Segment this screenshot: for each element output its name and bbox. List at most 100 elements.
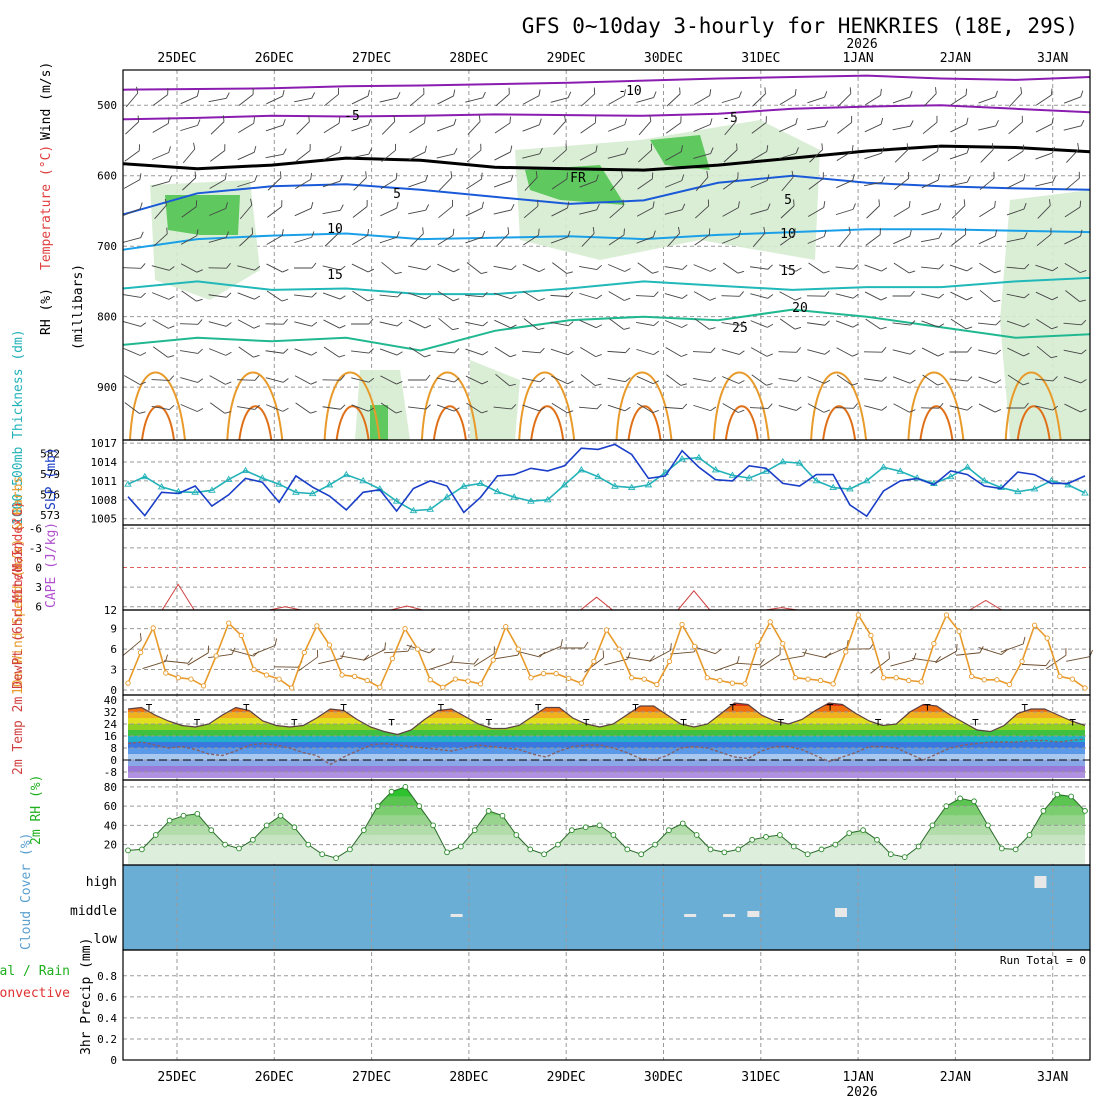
wind-barb-flag xyxy=(311,231,315,238)
wind-barb xyxy=(381,261,402,275)
wind-barb-flag xyxy=(452,199,453,207)
wind-barb-flag xyxy=(368,377,375,383)
wind-barb-shaft xyxy=(239,233,253,247)
wind-barb-shaft xyxy=(979,177,995,191)
wind-speed-point xyxy=(918,679,924,685)
wind-speed-line xyxy=(127,613,1086,690)
wind-barb-flag xyxy=(340,404,346,410)
rh-point xyxy=(666,827,672,834)
wind-barb xyxy=(609,199,624,219)
isotherm-line xyxy=(226,371,284,441)
wind-barb-shaft xyxy=(693,153,711,159)
wind-barb-shaft xyxy=(579,151,597,161)
wind-barb-shaft xyxy=(1035,152,1053,160)
wind-barb-shaft xyxy=(638,149,652,163)
wind-barb-shaft xyxy=(294,348,312,356)
wind-barb-shaft xyxy=(807,376,825,384)
wind-barb-flag xyxy=(1022,382,1030,386)
wind-speed-point xyxy=(301,649,307,656)
wind-barb-flag xyxy=(966,296,973,301)
wind-barb xyxy=(523,199,539,219)
isotherm-line xyxy=(335,405,370,441)
wind-barb xyxy=(722,262,745,274)
wind-barb xyxy=(494,346,517,358)
rh-point xyxy=(1040,808,1047,814)
rh-point xyxy=(471,827,478,834)
wind-barb-shaft xyxy=(864,123,882,133)
wind-barb-shaft xyxy=(665,320,682,328)
wind-barb xyxy=(550,348,574,356)
surface-wind-barb xyxy=(735,658,765,666)
wind-barb-shaft xyxy=(323,122,340,134)
surface-barb-flag xyxy=(602,650,605,658)
surface-barb-flag xyxy=(1001,649,1008,655)
wind-speed-point xyxy=(503,623,509,630)
isotherm-line xyxy=(822,405,857,441)
wind-barb xyxy=(495,227,510,247)
wind-speed-point xyxy=(817,677,824,684)
wind-barb-flag xyxy=(795,147,799,154)
wind-barb-shaft xyxy=(523,234,539,246)
surface-barb-flag xyxy=(1065,648,1067,656)
wind-barb-shaft xyxy=(836,347,853,357)
wind-barb-shaft xyxy=(550,236,569,244)
wind-barb xyxy=(351,263,375,273)
wind-barb xyxy=(122,263,146,269)
wind-barb xyxy=(1035,291,1059,301)
cloud-level-label: high xyxy=(86,875,117,890)
surface-wind-barb xyxy=(935,643,958,664)
rh-point xyxy=(901,854,908,860)
wind-barb-shaft xyxy=(239,204,253,220)
wind-barb xyxy=(692,347,716,353)
wind-barb-flag xyxy=(793,199,795,206)
isotherm-label: 10 xyxy=(780,227,796,242)
wind-speed-point xyxy=(276,676,282,682)
isotherm-line xyxy=(712,371,770,441)
wind-barb-flag xyxy=(481,410,488,414)
wind-barb-shaft xyxy=(978,349,996,355)
wind-barb-flag xyxy=(1080,229,1083,237)
wind-barb-flag xyxy=(308,115,310,122)
wind-barb-flag xyxy=(225,381,232,385)
wind-barb xyxy=(666,87,681,107)
wind-speed-point xyxy=(226,620,232,626)
precip-tick-label: 0.2 xyxy=(97,1033,117,1046)
wind-barb-flag xyxy=(567,380,574,385)
temp-band xyxy=(128,712,1085,718)
wind-barb-flag xyxy=(481,201,484,209)
temp-band xyxy=(128,754,1085,760)
wind-barb-shaft xyxy=(152,152,169,160)
rh-point xyxy=(416,803,423,809)
wind-barb xyxy=(1066,143,1080,163)
wind-barb xyxy=(352,290,374,302)
wind-barb xyxy=(892,90,913,104)
wind-barb-shaft xyxy=(265,153,284,159)
wind-barb-shaft xyxy=(181,206,197,218)
temp-band xyxy=(128,760,1085,766)
wind-barb-flag xyxy=(852,174,855,181)
rh-point xyxy=(763,834,769,840)
wind-barb-shaft xyxy=(835,320,854,328)
wind-barb-flag xyxy=(794,326,802,330)
rh-point xyxy=(929,822,936,829)
wind-barb-flag xyxy=(281,229,284,236)
wind-barb xyxy=(865,228,881,246)
wind-barb-shaft xyxy=(465,236,483,244)
wind-barb xyxy=(466,402,488,414)
wind-barb-flag xyxy=(824,320,830,326)
thickness-point xyxy=(1081,489,1089,496)
wind-barb-flag xyxy=(707,199,710,207)
wind-barb-flag xyxy=(395,410,403,414)
wind-barb-shaft xyxy=(724,120,737,136)
wind-barb-flag xyxy=(767,294,774,299)
wind-barb xyxy=(380,402,403,414)
wind-barb xyxy=(524,171,538,191)
wind-barb-flag xyxy=(909,90,913,98)
wind-speed-point xyxy=(654,681,660,688)
wind-barb-shaft xyxy=(1036,318,1052,330)
wind-barb-shaft xyxy=(808,262,824,274)
wind-barb-flag xyxy=(282,269,289,273)
wind-barb-shaft xyxy=(123,237,141,243)
surface-barb-flag xyxy=(316,649,319,657)
